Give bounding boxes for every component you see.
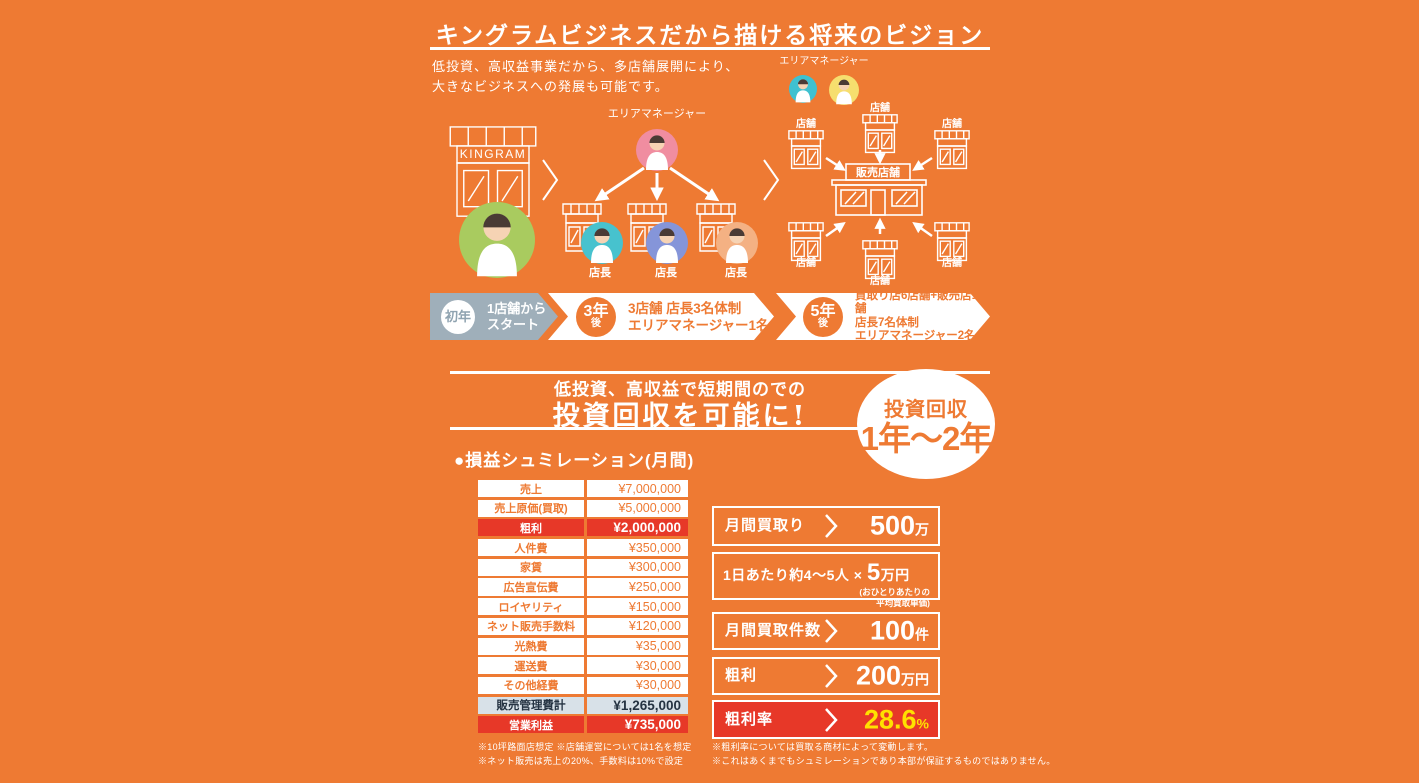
shop-label: 店舗 — [796, 117, 816, 130]
chevron-right-icon — [542, 159, 559, 201]
shop-icon — [862, 114, 898, 154]
table-row-operating-profit: 営業利益 ¥735,000 — [478, 716, 688, 734]
store-manager-label: 店長 — [725, 265, 748, 279]
table-row: 光熱費 ¥35,000 — [478, 637, 688, 655]
area-manager-avatar — [636, 129, 678, 171]
shop-label: 店舗 — [870, 101, 890, 114]
store-manager-avatar — [646, 222, 688, 264]
metric-gross-profit: 粗利 200万円 — [712, 657, 940, 695]
table-row: その他経費 ¥30,000 — [478, 676, 688, 694]
shop-label: 店舗 — [796, 256, 816, 269]
roi-circle-label: 投資回収 — [884, 398, 968, 421]
table-row: ネット販売手数料 ¥120,000 — [478, 617, 688, 635]
metric-monthly-purchase-count: 月間買取件数 100件 — [712, 612, 940, 650]
area-manager-avatar — [789, 75, 817, 103]
shop-icon — [934, 130, 970, 170]
timeline-badge: 3年 後 — [576, 297, 616, 337]
metric-daily-detail: 1日あたり約4〜5人 × 5万円 (おひとりあたりの 平均買取単価) — [712, 552, 940, 608]
table-row: 家賃 ¥300,000 — [478, 558, 688, 576]
banner-line1: 低投資、高収益で短期間のでの — [554, 380, 806, 400]
timeline-badge: 初年 — [441, 300, 475, 334]
store-manager-label: 店長 — [589, 265, 612, 279]
table-row: ロイヤリティ ¥150,000 — [478, 598, 688, 616]
table-row-gross-profit: 粗利 ¥2,000,000 — [478, 519, 688, 537]
shop-icon — [788, 130, 824, 170]
timeline-step-initial: 初年 1店舗から スタート — [430, 293, 558, 340]
chevron-right-icon — [763, 159, 780, 201]
area-manager-label: エリアマネージャー — [608, 107, 706, 120]
timeline-step-text: 3店舗 店長3名体制 エリアマネージャー1名 — [628, 300, 770, 333]
area-manager-avatar — [829, 75, 859, 105]
roi-circle: 投資回収 1年〜2年 — [857, 369, 995, 479]
shop-icon — [934, 222, 970, 262]
chevron-right-icon — [825, 664, 838, 688]
table-row: 人件費 ¥350,000 — [478, 539, 688, 557]
shop-label: 店舗 — [942, 256, 962, 269]
network-arrow — [912, 156, 933, 171]
timeline-badge: 5年 後 — [803, 297, 843, 337]
table-row: 売上 ¥7,000,000 — [478, 480, 688, 498]
banner-rule-bottom — [450, 427, 990, 430]
simulation-table: 売上 ¥7,000,000 売上原価(買取) ¥5,000,000 粗利 ¥2,000… — [478, 480, 688, 736]
shop-label: 店舗 — [942, 117, 962, 130]
sales-shop-sign: 販売店舗 — [855, 165, 900, 179]
metrics-footnotes: ※粗利率については買取る商材によって変動します。 ※これはあくまでもシュミレーシ… — [712, 742, 1056, 766]
store-manager-avatar — [716, 222, 758, 264]
area-manager-label: エリアマネージャー — [779, 55, 868, 67]
table-footnotes: ※10坪路面店想定 ※店舗運営については1名を想定 ※ネット販売は売上の20%、… — [478, 742, 692, 766]
org-arrow — [594, 166, 645, 202]
page-title: キングラムビジネスだから描ける将来のビジョン — [435, 22, 985, 49]
metric-note: (おひとりあたりの 平均買取単価) — [859, 587, 930, 608]
table-row: 運送費 ¥30,000 — [478, 657, 688, 675]
timeline-step-text: 買取り店6店舗+販売店1店舗 店長7名体制 エリアマネージャー2名 — [855, 289, 990, 342]
subtitle-line: 低投資、高収益事業だから、多店舗展開により、 — [432, 60, 740, 75]
chevron-right-icon — [825, 707, 838, 732]
network-arrow — [825, 156, 846, 171]
simulation-heading: ●損益シュミレーション(月間) — [454, 451, 695, 470]
timeline-step-text: 1店舗から スタート — [487, 300, 547, 332]
metric-monthly-purchase: 月間買取り 500万 — [712, 506, 940, 546]
network-arrow — [912, 222, 933, 238]
store-manager-avatar — [581, 222, 623, 264]
owner-avatar — [459, 202, 535, 278]
store-manager-label: 店長 — [655, 265, 678, 279]
org-arrow — [669, 166, 720, 202]
banner-line2: 投資回収を可能に! — [552, 401, 808, 432]
subtitle-line: 大きなビジネスへの発展も可能です。 — [432, 80, 669, 95]
shop-label: 店舗 — [870, 274, 890, 287]
table-row: 広告宣伝費 ¥250,000 — [478, 578, 688, 596]
metric-gross-margin: 粗利率 28.6% — [712, 700, 940, 739]
chevron-right-icon — [825, 619, 838, 643]
shop-icon — [788, 222, 824, 262]
sales-shop-icon — [831, 163, 927, 216]
growth-diagram: KINGRAM エリアマネージャー 店長 店長 — [448, 55, 970, 287]
subtitle: 低投資、高収益事業だから、多店舗展開により、 大きなビジネスへの発展も可能です。 — [432, 58, 739, 98]
network-arrow — [825, 222, 846, 238]
banner-rule-top — [450, 371, 990, 374]
timeline-step-3years: 3年 後 3店舗 店長3名体制 エリアマネージャー1名 — [548, 293, 774, 340]
table-row-sga-total: 販売管理費計 ¥1,265,000 — [478, 696, 688, 714]
timeline-step-5years: 5年 後 買取り店6店舗+販売店1店舗 店長7名体制 エリアマネージャー2名 — [776, 293, 990, 340]
shop-icon — [862, 240, 898, 280]
kingram-store-sign: KINGRAM — [460, 147, 527, 161]
chevron-right-icon — [825, 514, 838, 538]
table-row: 売上原価(買取) ¥5,000,000 — [478, 499, 688, 517]
roi-circle-value: 1年〜2年 — [860, 419, 993, 457]
title-underline — [430, 47, 990, 50]
